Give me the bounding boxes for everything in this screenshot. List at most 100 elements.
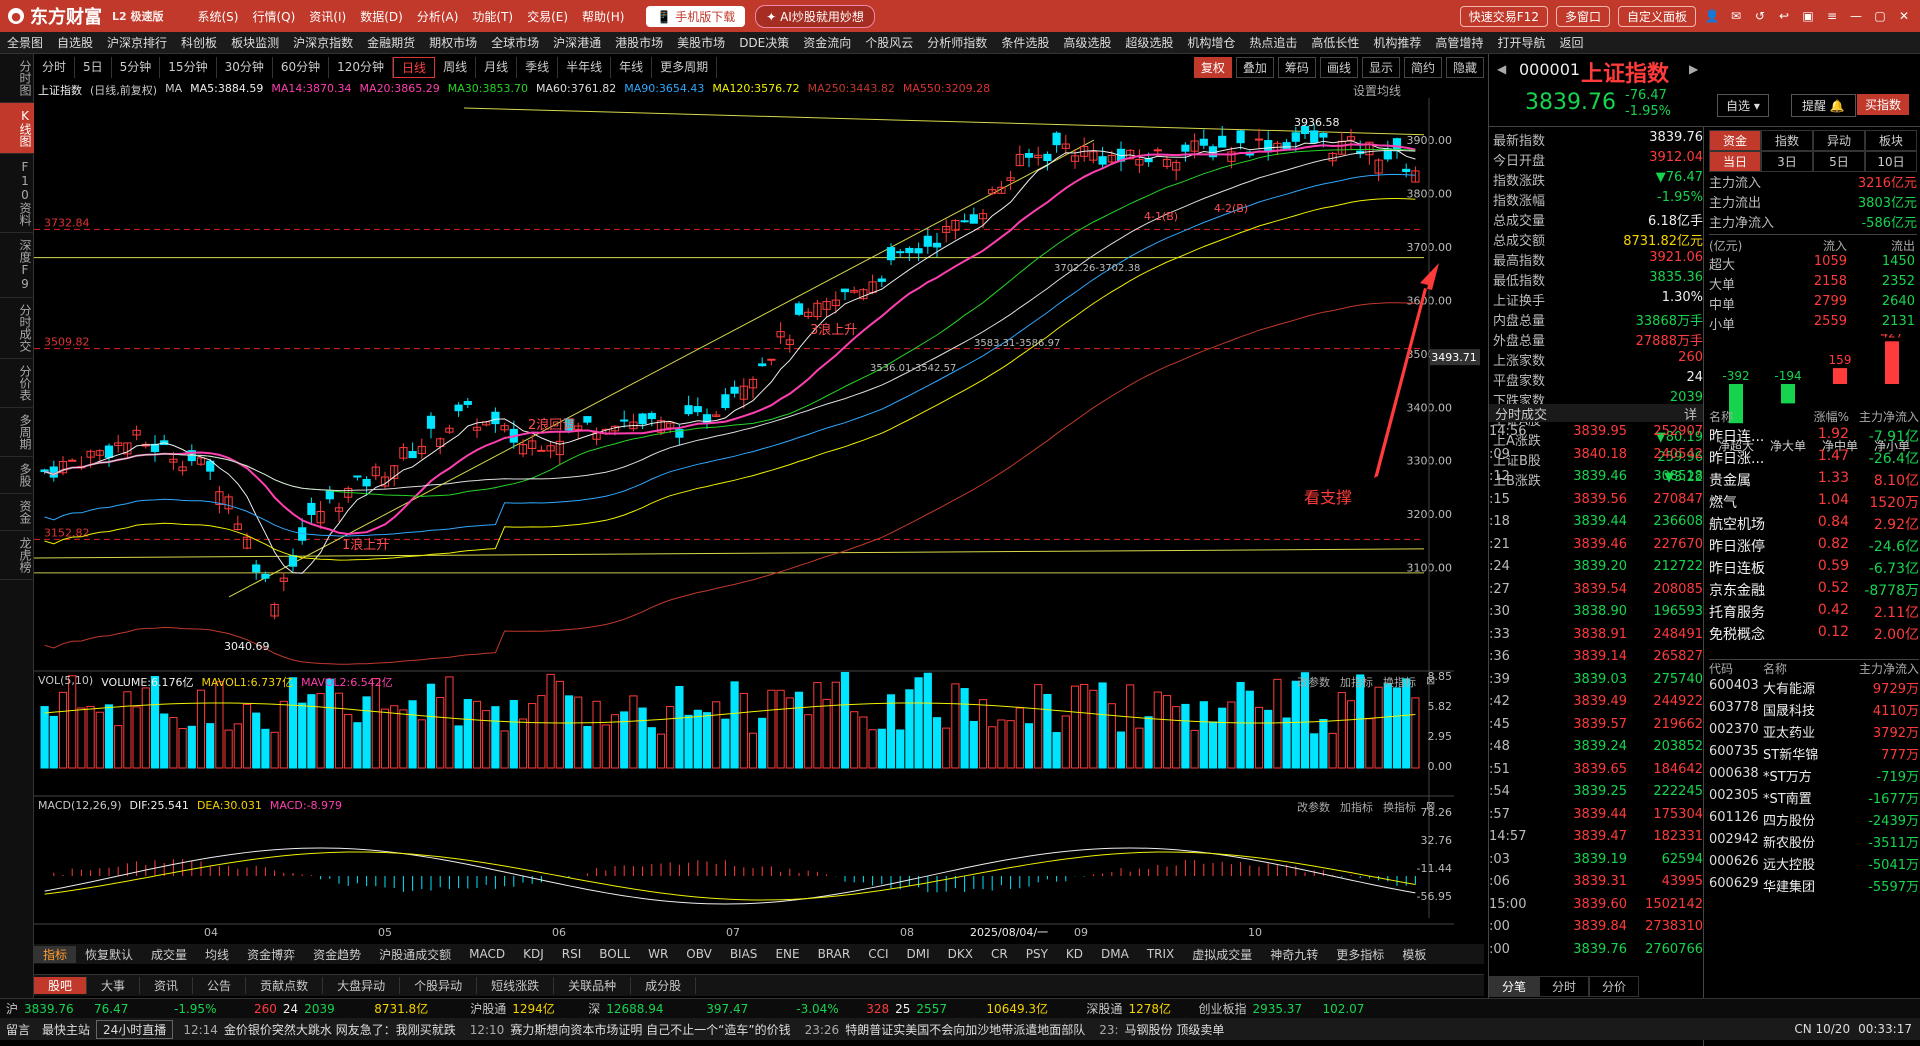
candle[interactable]	[58, 460, 68, 474]
candle[interactable]	[1411, 170, 1420, 183]
candle[interactable]	[1172, 161, 1181, 171]
indicator-tab[interactable]: 资金博弈	[247, 947, 296, 962]
chart-tool-button[interactable]: 隐藏	[1445, 56, 1484, 78]
candle[interactable]	[95, 450, 104, 456]
stock-row[interactable]: 002305 *ST南置 -1677万	[1709, 788, 1919, 810]
quick-menu-item[interactable]: 打开导航	[1497, 36, 1546, 50]
alert-button[interactable]: 提醒 🔔	[1791, 94, 1856, 117]
quick-menu-item[interactable]: 全球市场	[491, 36, 540, 50]
tick-tab[interactable]: 分价	[1589, 976, 1640, 997]
quick-menu-item[interactable]: 机构推荐	[1373, 36, 1422, 50]
candle[interactable]	[40, 469, 49, 473]
candle[interactable]	[454, 404, 463, 412]
sector-row[interactable]: 免税概念 0.12 2.00亿	[1709, 624, 1919, 646]
candle[interactable]	[739, 385, 748, 400]
candle[interactable]	[1162, 159, 1172, 167]
sector-row[interactable]: 托育服务 0.42 2.11亿	[1709, 602, 1919, 624]
refresh-icon[interactable]: ↺	[1754, 9, 1766, 23]
candle[interactable]	[279, 577, 288, 582]
buy-index-button[interactable]: 买指数	[1857, 94, 1910, 115]
candle[interactable]	[546, 445, 555, 452]
candle[interactable]	[564, 418, 574, 431]
indicator-tab[interactable]: TRIX	[1146, 947, 1175, 961]
fund-period-tab[interactable]: 3日	[1761, 151, 1813, 172]
candle[interactable]	[242, 536, 252, 549]
indicator-tab[interactable]: PSY	[1025, 947, 1048, 961]
candle[interactable]	[104, 445, 114, 458]
candle[interactable]	[472, 426, 482, 431]
indicator-tab[interactable]: 资金趋势	[313, 947, 362, 962]
indicator-tab[interactable]: MACD	[469, 947, 506, 961]
candle[interactable]	[233, 523, 242, 530]
candle[interactable]	[693, 406, 702, 413]
indicator-tab[interactable]: BIAS	[729, 947, 758, 961]
chart-annotation[interactable]: 3936.58	[1294, 116, 1340, 129]
indicator-tab[interactable]: DMA	[1101, 947, 1129, 961]
fund-tab[interactable]: 异动	[1813, 130, 1865, 151]
fastest-server[interactable]: 最快主站	[42, 1022, 91, 1037]
quick-menu-item[interactable]: 沪深港通	[553, 36, 602, 50]
menu-item[interactable]: 分析(A)	[416, 9, 459, 24]
chart-annotation[interactable]: 3702.26-3702.38	[1054, 263, 1140, 274]
candle[interactable]	[896, 251, 905, 254]
candle[interactable]	[1227, 151, 1236, 162]
left-nav-item[interactable]: 多周期	[0, 408, 34, 457]
candle[interactable]	[988, 189, 997, 195]
indicator-tab[interactable]: CR	[991, 947, 1008, 961]
indicator-tab[interactable]: WR	[648, 947, 669, 961]
user-icon[interactable]: 👤	[1704, 9, 1720, 23]
vol-close-icon[interactable]: ⊠	[1426, 674, 1436, 687]
left-nav-item[interactable]: 分时成交	[0, 298, 34, 359]
quick-menu-item[interactable]: 板块监测	[231, 36, 280, 50]
candle[interactable]	[776, 331, 785, 338]
chart-tool-button[interactable]: 复权	[1193, 56, 1232, 78]
fast-trade-button[interactable]: 快速交易F12	[1459, 5, 1548, 27]
candle[interactable]	[1310, 130, 1319, 143]
stock-row[interactable]: 002370 亚太药业 3792万	[1709, 722, 1919, 744]
left-nav-item[interactable]: 分时图	[0, 54, 34, 103]
chart-tool-button[interactable]: 筹码	[1277, 56, 1316, 78]
candle[interactable]	[417, 445, 426, 455]
bottom-tab[interactable]: 短线涨跌	[477, 977, 555, 994]
trend-line[interactable]	[463, 107, 1425, 136]
period-tab[interactable]: 30分钟	[217, 56, 273, 78]
candle[interactable]	[1107, 154, 1116, 163]
indicator-tab[interactable]: 沪股通成交额	[379, 947, 452, 962]
candle[interactable]	[721, 394, 730, 409]
macd-switch-indicator[interactable]: 换指标	[1383, 801, 1416, 814]
stock-row[interactable]: 600629 华建集团 -5597万	[1709, 876, 1919, 898]
tick-tab[interactable]: 分笔	[1489, 976, 1540, 997]
quick-menu-item[interactable]: 资金流向	[803, 36, 852, 50]
bottom-tab[interactable]: 贡献点数	[246, 977, 324, 994]
chart-tool-button[interactable]: 简约	[1403, 56, 1442, 78]
candle[interactable]	[362, 478, 371, 487]
period-tab[interactable]: 年线	[611, 56, 653, 78]
candle[interactable]	[1365, 141, 1374, 156]
left-nav-item[interactable]: 资金	[0, 494, 34, 531]
fund-period-tab[interactable]: 5日	[1813, 151, 1865, 172]
macd-add-indicator[interactable]: 加指标	[1340, 801, 1373, 814]
candle[interactable]	[1015, 153, 1024, 167]
candle[interactable]	[758, 363, 767, 367]
candle[interactable]	[712, 414, 721, 417]
sector-row[interactable]: 昨日连... 1.92 -7.91亿	[1709, 426, 1919, 448]
macd-close-icon[interactable]: ⊠	[1426, 799, 1436, 812]
candle[interactable]	[86, 450, 95, 458]
candle[interactable]	[463, 401, 472, 405]
period-tab[interactable]: 日线	[393, 56, 436, 78]
candle[interactable]	[1236, 130, 1245, 144]
stock-row[interactable]: 603778 国晟科技 4110万	[1709, 700, 1919, 722]
sector-row[interactable]: 昨日涨停 0.82 -24.6亿	[1709, 536, 1919, 558]
sector-row[interactable]: 燃气 1.04 1520万	[1709, 492, 1919, 514]
indicator-tab[interactable]: 模板	[1402, 947, 1427, 962]
bottom-tab[interactable]: 成分股	[631, 977, 697, 994]
skin-icon[interactable]: ▣	[1802, 9, 1814, 23]
left-nav-item[interactable]: 多股	[0, 457, 34, 494]
stock-row[interactable]: 600403 大有能源 9729万	[1709, 678, 1919, 700]
quick-menu-item[interactable]: 个股风云	[865, 36, 914, 50]
quick-menu-item[interactable]: 科创板	[181, 36, 218, 50]
candle[interactable]	[923, 235, 932, 247]
candle[interactable]	[730, 386, 739, 394]
candle[interactable]	[334, 507, 344, 512]
candle[interactable]	[877, 278, 886, 282]
